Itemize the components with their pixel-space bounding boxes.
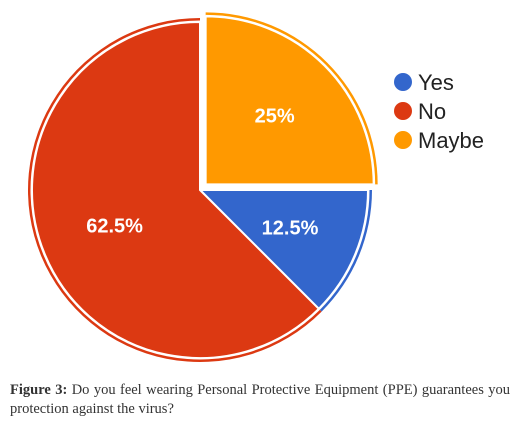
- figure-label: Figure 3:: [10, 382, 68, 398]
- legend-label-maybe: Maybe: [418, 128, 484, 153]
- pie-slice-yes: [197, 189, 370, 311]
- legend-swatch-yes: [394, 73, 412, 91]
- slice-label-maybe: 25%: [255, 105, 295, 127]
- legend-swatch-maybe: [394, 131, 412, 149]
- pie-slice-group-yes: [197, 189, 372, 312]
- legend-label-yes: Yes: [418, 70, 454, 95]
- slice-label-no: 62.5%: [86, 215, 143, 237]
- pie-slice-no: [31, 20, 321, 359]
- pie-slice-group-no: [27, 18, 322, 363]
- slice-label-yes: 12.5%: [262, 217, 319, 239]
- pie-slice-maybe: [204, 15, 375, 186]
- legend: Yes No Maybe: [394, 70, 484, 153]
- legend-label-no: No: [418, 99, 446, 124]
- figure-caption: Figure 3: Do you feel wearing Personal P…: [10, 381, 510, 419]
- legend-swatch-no: [394, 102, 412, 120]
- pie-chart: 25% 12.5% 62.5% Yes No Maybe: [27, 12, 484, 363]
- pie-slice-group-maybe: [204, 12, 378, 186]
- caption-text: Do you feel wearing Personal Protective …: [10, 382, 510, 417]
